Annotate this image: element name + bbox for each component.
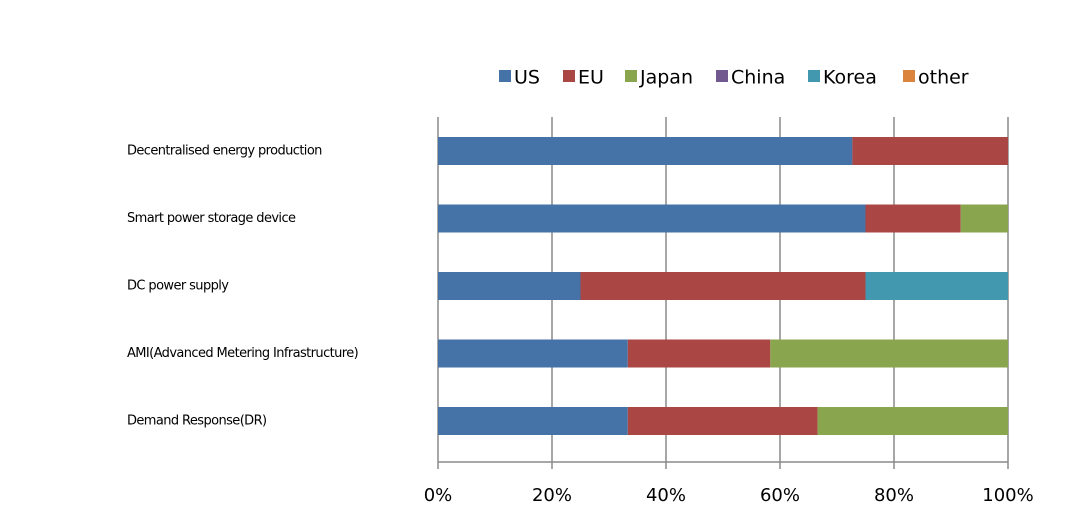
legend-label: EU [578,67,604,89]
legend-swatch [808,70,820,82]
bar-segment [627,339,771,368]
y-tick-label: Smart power storage device [127,211,296,226]
legend-swatch [903,70,915,82]
legend-label: Japan [639,67,693,89]
y-tick-label: Decentralised energy production [127,144,322,159]
x-tick-label: 100% [982,485,1033,506]
x-tick-label: 40% [646,485,686,506]
bar-segment [960,204,1008,233]
bar-segment [438,339,628,368]
x-tick-label: 0% [424,485,453,506]
legend-swatch [625,70,637,82]
bar-segment [438,204,866,233]
bar-segment [580,272,866,300]
bar-segment [852,137,1008,165]
bar-segment [627,407,818,435]
legend-label: China [731,67,785,89]
bar-segment [438,407,628,435]
legend-swatch [716,70,728,82]
bar-segment [865,204,961,233]
legend-label: US [514,67,540,89]
legend-swatch [499,70,511,82]
legend-swatch [563,70,575,82]
bar-segment [438,137,853,165]
legend-label: Korea [823,67,877,89]
x-tick-label: 60% [760,485,800,506]
bar-segment [438,272,581,300]
y-tick-label: AMI(Advanced Metering Infrastructure) [127,346,358,361]
x-tick-label: 80% [874,485,914,506]
bar-segment [817,407,1008,435]
bar-segment [770,339,1008,368]
y-tick-label: DC power supply [127,279,229,294]
bar-segment [865,272,1008,300]
x-tick-label: 20% [532,485,572,506]
legend-label: other [918,67,969,89]
y-tick-label: Demand Response(DR) [127,414,266,429]
